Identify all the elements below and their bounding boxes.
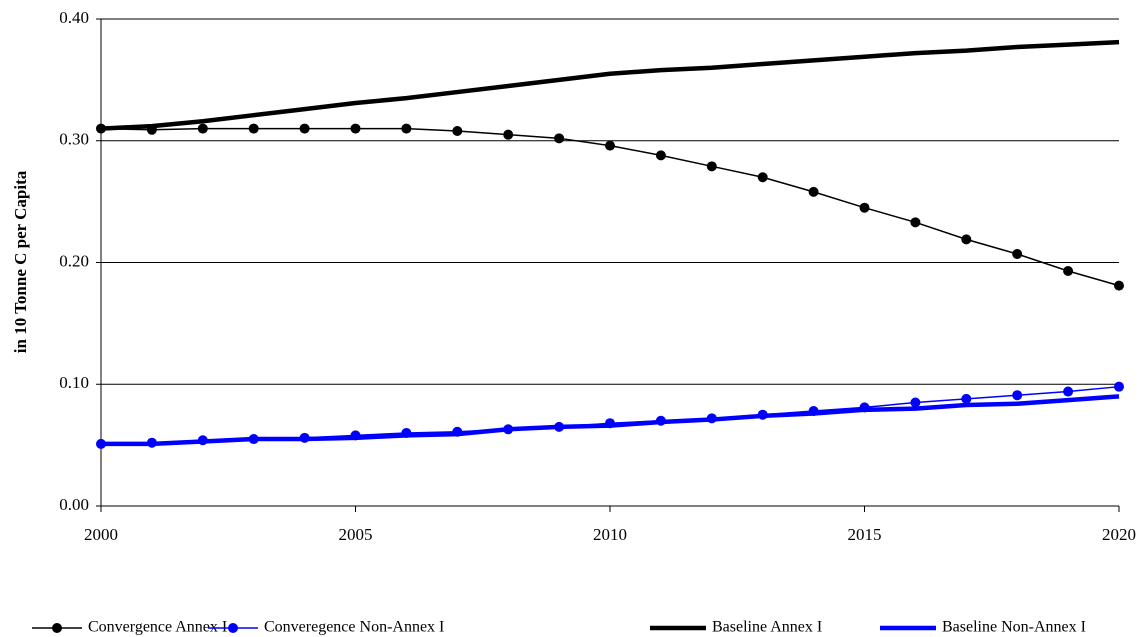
- y-tick-label: 0.40: [59, 8, 89, 27]
- data-point: [503, 424, 514, 435]
- legend-label: Baseline Annex I: [712, 619, 822, 636]
- data-point: [1114, 280, 1124, 291]
- data-point: [1114, 381, 1124, 392]
- y-tick-label: 0.30: [59, 130, 89, 149]
- data-point: [859, 202, 870, 213]
- legend-label: Baseline Non-Annex I: [942, 619, 1086, 636]
- legend-marker: [52, 623, 62, 633]
- x-tick-label: 2000: [84, 525, 118, 544]
- data-point: [757, 409, 768, 420]
- data-point: [1063, 386, 1074, 397]
- data-point: [452, 426, 463, 437]
- y-axis-title: in 10 Tonne C per Capita: [11, 170, 30, 353]
- data-point: [808, 186, 819, 197]
- x-tick-label: 2020: [1102, 525, 1136, 544]
- data-point: [197, 123, 208, 134]
- data-point: [655, 415, 666, 426]
- x-tick-label: 2005: [339, 525, 373, 544]
- data-point: [961, 393, 972, 404]
- data-point: [248, 434, 259, 445]
- x-tick-label: 2015: [848, 525, 882, 544]
- data-point: [350, 123, 361, 134]
- data-point: [299, 432, 310, 443]
- series-line: [100, 39, 1120, 131]
- y-tick-label: 0.10: [59, 373, 89, 392]
- data-point: [757, 172, 768, 183]
- data-point: [350, 430, 361, 441]
- data-point: [401, 123, 412, 134]
- data-point: [401, 427, 412, 438]
- data-point: [655, 150, 666, 161]
- data-point: [452, 126, 463, 137]
- data-point: [1012, 248, 1023, 259]
- y-tick-label: 0.20: [59, 251, 89, 270]
- data-point: [706, 413, 717, 424]
- data-point: [248, 123, 259, 134]
- data-point: [299, 123, 310, 134]
- x-tick-label: 2010: [593, 525, 627, 544]
- legend-marker: [228, 623, 238, 633]
- data-point: [96, 438, 106, 449]
- data-point: [605, 140, 615, 151]
- y-tick-label: 0.00: [59, 495, 89, 514]
- data-point: [808, 406, 819, 417]
- data-point: [146, 124, 157, 135]
- data-point: [961, 234, 972, 245]
- data-point: [554, 133, 565, 144]
- data-point: [859, 402, 870, 413]
- data-point: [96, 123, 106, 134]
- data-point: [605, 418, 615, 429]
- data-point: [706, 161, 717, 172]
- legend-label: Converegence Non-Annex I: [264, 619, 444, 636]
- data-point: [1063, 266, 1074, 277]
- data-point: [554, 421, 565, 432]
- legend-label: Convergence Annex I: [88, 619, 227, 636]
- data-point: [197, 435, 208, 446]
- data-point: [910, 397, 921, 408]
- data-point: [910, 217, 921, 228]
- data-point: [1012, 390, 1023, 401]
- data-point: [146, 437, 157, 448]
- data-point: [503, 129, 514, 140]
